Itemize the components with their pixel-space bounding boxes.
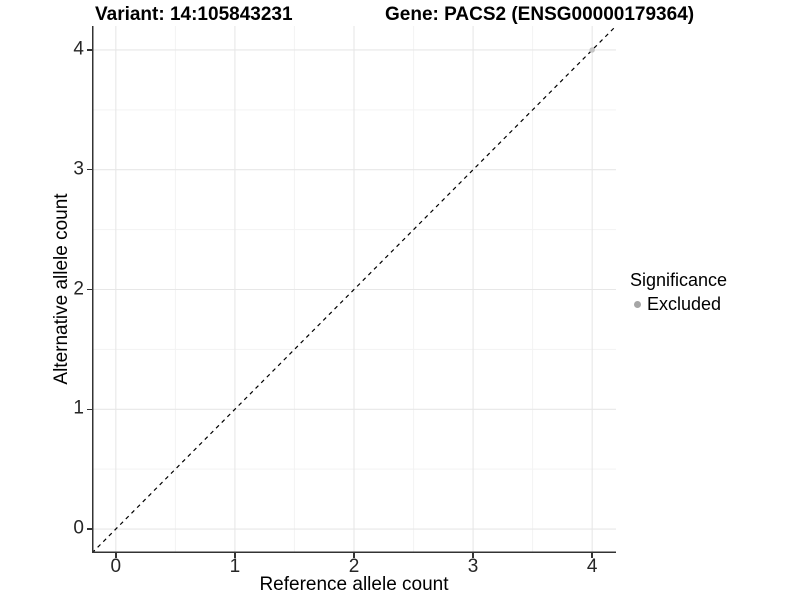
- y-tick-label: 2: [73, 278, 84, 300]
- x-axis-title: Reference allele count: [259, 574, 449, 595]
- legend-point-icon: [634, 301, 641, 308]
- x-tick-label: 2: [348, 556, 360, 577]
- plot-canvas: [92, 26, 616, 553]
- x-tick-label: 0: [110, 556, 122, 577]
- x-tick-label: 1: [229, 556, 241, 577]
- y-tick-label: 3: [73, 158, 84, 180]
- y-tick-mark: [86, 528, 92, 530]
- plot-title-variant: Variant: 14:105843231: [95, 4, 293, 25]
- plot-panel: [92, 26, 616, 553]
- legend-entry-label: Excluded: [647, 294, 722, 314]
- x-tick-mark: [234, 553, 236, 558]
- legend-title: Significance: [630, 270, 728, 290]
- x-tick-mark: [591, 553, 593, 558]
- legend-entry-excluded: Excluded: [630, 294, 727, 315]
- plot-title-gene: Gene: PACS2 (ENSG00000179364): [385, 4, 695, 25]
- x-tick-label: 3: [467, 556, 479, 577]
- y-tick-label: 1: [73, 397, 84, 419]
- y-tick-label: 4: [73, 38, 84, 60]
- identity-dashed-line: [92, 26, 616, 553]
- y-tick-mark: [86, 408, 92, 411]
- x-tick-mark: [353, 553, 355, 558]
- data-point-excluded: [589, 47, 595, 53]
- y-axis-title: Alternative allele count: [51, 193, 72, 385]
- y-tick-mark: [86, 168, 92, 171]
- x-tick-label: 4: [586, 556, 598, 577]
- y-tick-label: 0: [73, 517, 84, 539]
- y-tick-mark: [86, 49, 92, 51]
- legend: Significance Excluded: [630, 270, 727, 315]
- x-tick-mark: [115, 553, 117, 558]
- x-tick-mark: [472, 553, 474, 558]
- y-tick-mark: [86, 288, 92, 291]
